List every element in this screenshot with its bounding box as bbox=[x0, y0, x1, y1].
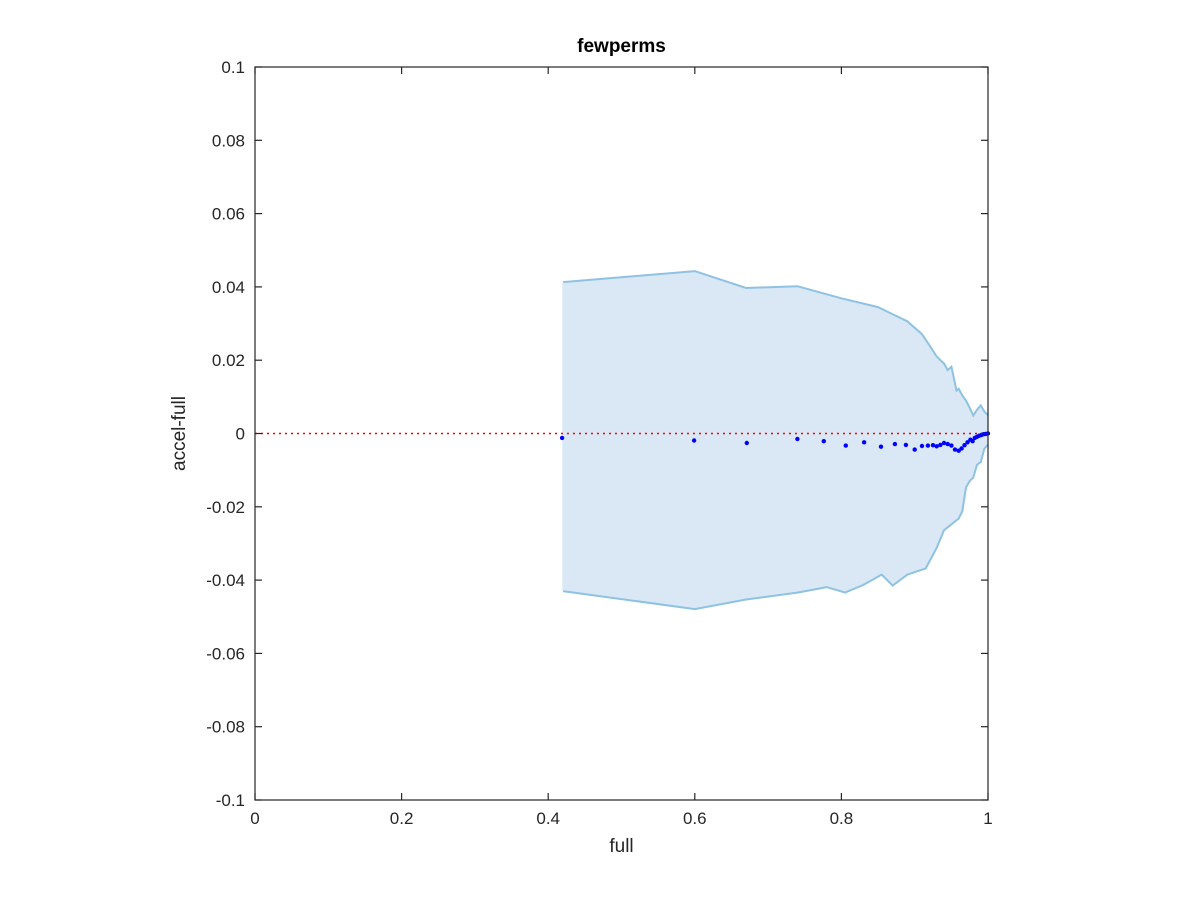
data-point bbox=[691, 438, 697, 443]
band-upper-edge bbox=[562, 270, 989, 418]
data-point bbox=[925, 443, 931, 448]
y-tick-labels: 0.1 0.08 0.06 0.04 0.02 0 -0.02 -0.04 -0.06 -0.08… bbox=[206, 58, 245, 810]
y-tick-label: -0.06 bbox=[206, 644, 245, 663]
y-tick-label: 0.04 bbox=[212, 278, 245, 297]
data-point bbox=[795, 436, 800, 442]
data-points-layer bbox=[559, 431, 991, 453]
data-point bbox=[938, 442, 943, 448]
data-point bbox=[965, 440, 970, 445]
y-tick-label: 0.02 bbox=[212, 351, 245, 370]
y-tick-label: 0.1 bbox=[221, 58, 245, 77]
x-tick-label: 0.4 bbox=[536, 809, 560, 828]
data-point bbox=[941, 440, 947, 446]
y-tick-label: 0.06 bbox=[212, 205, 245, 224]
y-tick-label: 0 bbox=[236, 425, 245, 444]
data-point bbox=[861, 440, 867, 445]
data-point bbox=[912, 447, 917, 452]
data-point bbox=[934, 444, 939, 449]
y-tick-label: -0.08 bbox=[206, 718, 245, 737]
data-point bbox=[959, 446, 964, 451]
data-point bbox=[878, 444, 884, 449]
y-tick-label: -0.04 bbox=[206, 571, 245, 590]
x-tick-label: 1 bbox=[983, 809, 992, 828]
data-point bbox=[903, 442, 909, 448]
x-tick-label: 0 bbox=[250, 809, 259, 828]
axis-ticks bbox=[254, 66, 989, 801]
x-axis-title: full bbox=[609, 836, 633, 857]
y-tick-label: 0.08 bbox=[212, 131, 245, 150]
chart-title: fewperms bbox=[577, 36, 666, 57]
data-point bbox=[559, 435, 565, 441]
data-point bbox=[970, 439, 975, 444]
confidence-band-layer bbox=[562, 270, 989, 611]
data-point bbox=[952, 447, 958, 452]
x-tick-label: 0.2 bbox=[390, 809, 414, 828]
band-fill bbox=[562, 271, 988, 610]
band-lower-edge bbox=[562, 443, 989, 611]
data-point bbox=[744, 440, 749, 446]
y-tick-label: -0.02 bbox=[206, 498, 245, 517]
data-point bbox=[962, 443, 967, 448]
data-point bbox=[949, 443, 954, 448]
data-point bbox=[892, 441, 898, 447]
data-point bbox=[930, 443, 936, 448]
y-axis-title: accel-full bbox=[169, 396, 190, 471]
y-tick-label: -0.1 bbox=[216, 791, 245, 810]
data-point bbox=[945, 441, 950, 447]
x-tick-label: 0.6 bbox=[683, 809, 707, 828]
x-tick-label: 0.8 bbox=[830, 809, 854, 828]
data-point bbox=[843, 443, 848, 448]
x-tick-labels: 0 0.2 0.4 0.6 0.8 1 bbox=[250, 809, 992, 828]
data-point bbox=[821, 439, 826, 444]
data-point bbox=[919, 443, 925, 449]
